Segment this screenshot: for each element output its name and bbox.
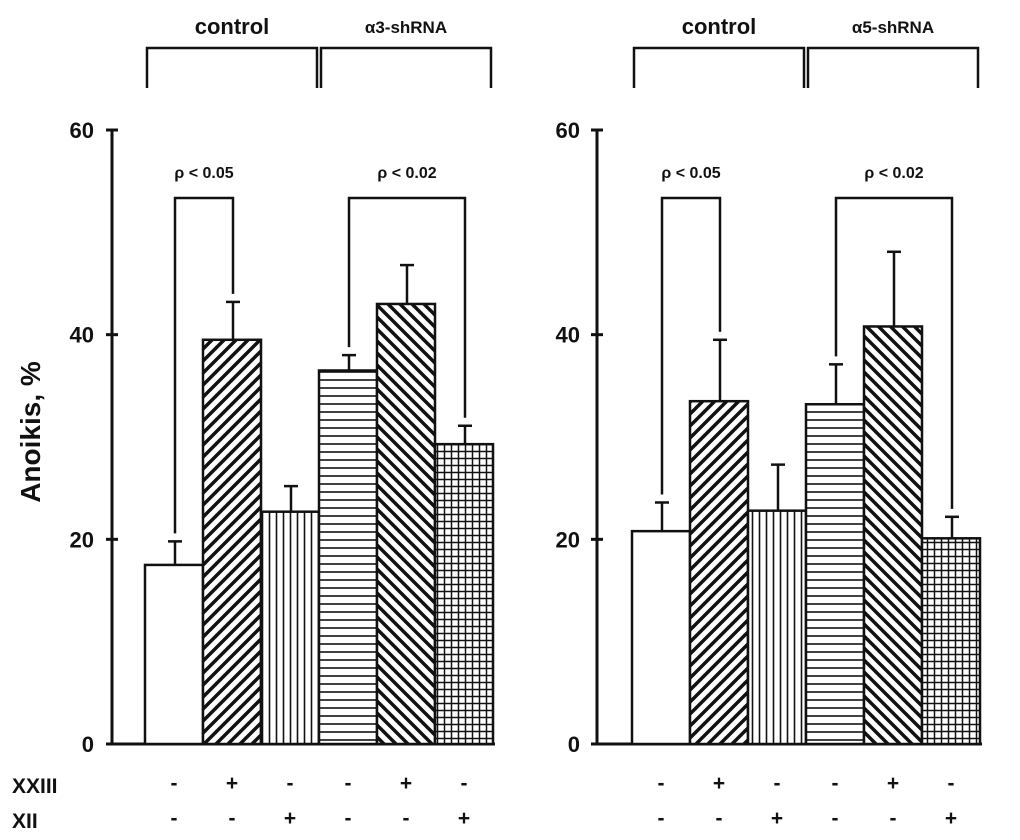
p-value-label-2: ρ < 0.02 [377,165,436,182]
p-value-label-1: ρ < 0.05 [661,165,720,182]
bar-1 [143,563,205,746]
p-value-label-2: ρ < 0.02 [864,165,923,182]
condition-xii-4: - [832,807,839,830]
condition-xii-2: - [716,807,723,830]
group-label-2: α3-shRNA [365,18,447,37]
significance-bracket-2 [347,196,467,418]
y-axis-label: Anoikis, % [15,361,46,503]
significance-bracket-1 [660,196,722,495]
y-tick-label: 60 [70,118,94,143]
condition-xxiii-5: + [887,772,899,795]
bar-6 [920,537,982,746]
row-label-xii: XII [12,810,38,833]
condition-xxiii-1: - [171,772,178,795]
y-tick-label: 0 [82,732,94,757]
group-label-1: control [195,14,270,39]
y-tick-label: 40 [556,323,580,348]
condition-xxiii-6: - [948,772,955,795]
condition-xii-2: - [229,807,236,830]
condition-xii-3: + [284,807,296,830]
condition-xii-1: - [658,807,665,830]
bar-2 [201,338,263,746]
significance-bracket-2 [834,196,954,509]
bar-2 [688,399,750,746]
condition-xii-4: - [345,807,352,830]
chart-panel-2: 0 20 40 60 control α5-shRNA ρ < 0.05 ρ < 0.02 - +… [556,14,982,830]
condition-xii-6: + [458,807,470,830]
condition-xxiii-2: + [713,772,725,795]
y-tick-label: 20 [70,527,94,552]
bar-4 [804,403,866,746]
bar-1 [630,529,692,746]
condition-xxiii-3: - [774,772,781,795]
bar-3 [259,510,321,746]
row-label-xxiii: XXIII [12,775,58,798]
condition-xii-3: + [771,807,783,830]
condition-xxiii-2: + [226,772,238,795]
condition-xii-5: - [890,807,897,830]
condition-xxiii-6: - [461,772,468,795]
significance-bracket-1 [173,196,235,534]
condition-xxiii-3: - [287,772,294,795]
bar-5 [375,302,437,746]
chart-panel-1: 0 20 40 60 control α3-shRNA ρ < 0.05 ρ < 0.02 - +… [15,14,495,830]
group-bracket-2 [319,46,493,88]
y-tick-label: 0 [568,732,580,757]
p-value-label-1: ρ < 0.05 [174,165,233,182]
condition-xxiii-1: - [658,772,665,795]
group-bracket-1 [145,46,319,88]
bar-4 [317,369,379,746]
bar-6 [433,442,495,746]
condition-xxiii-4: - [345,772,352,795]
condition-xii-5: - [403,807,410,830]
condition-xii-1: - [171,807,178,830]
bar-5 [862,325,924,746]
bar-3 [746,509,808,746]
condition-xxiii-4: - [832,772,839,795]
group-label-1: control [682,14,757,39]
group-bracket-2 [806,46,980,88]
group-label-2: α5-shRNA [852,18,934,37]
condition-xii-6: + [945,807,957,830]
y-tick-label: 40 [70,323,94,348]
group-bracket-1 [632,46,806,88]
y-tick-label: 60 [556,118,580,143]
condition-xxiii-5: + [400,772,412,795]
y-tick-label: 20 [556,527,580,552]
